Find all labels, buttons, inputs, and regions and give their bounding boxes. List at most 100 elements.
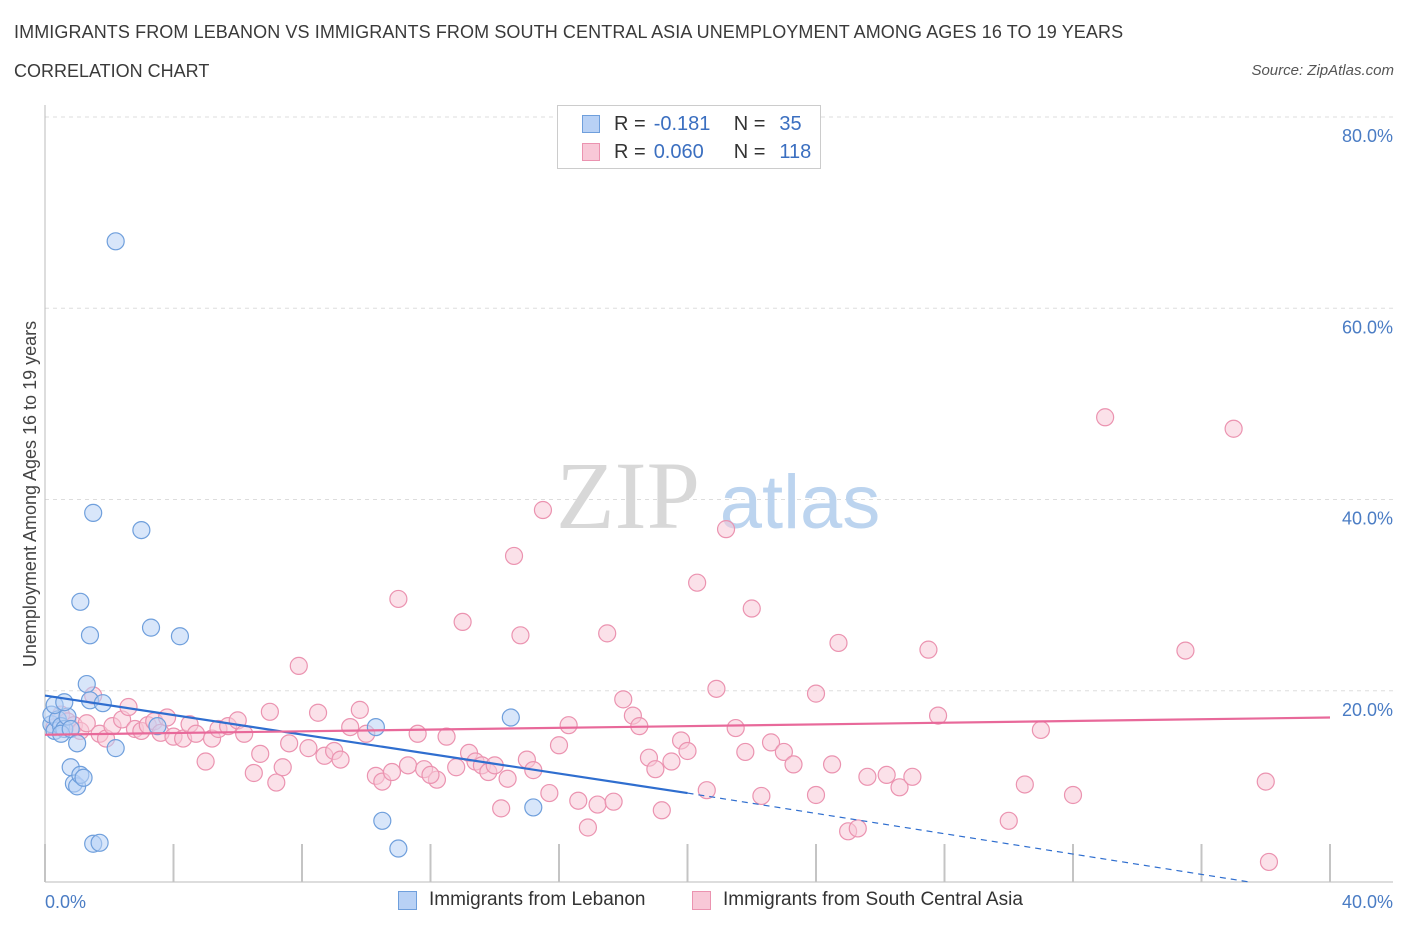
lebanon-point [366, 717, 385, 737]
lebanon-point [148, 717, 167, 736]
watermark-atlas: atlas [720, 460, 881, 545]
lebanon-point [68, 734, 87, 753]
y-tick-label: 40.0% [1342, 509, 1393, 529]
south-central-asia-point [822, 755, 842, 774]
south-central-asia-point [848, 819, 867, 838]
legend-item-lebanon[interactable]: Immigrants from Lebanon [398, 889, 646, 911]
south-central-asia-point [903, 767, 922, 786]
lebanon-point [141, 618, 161, 637]
lebanon-point [77, 674, 96, 694]
south-central-asia-point [196, 752, 215, 771]
legend-swatch-lebanon [398, 890, 417, 910]
south-central-asia-point [774, 742, 793, 762]
south-central-asia-point [736, 742, 755, 762]
south-central-asia-point [877, 765, 896, 785]
series-legend: Immigrants from Lebanon Immigrants from … [0, 889, 1406, 915]
lebanon-point [106, 739, 125, 758]
legend-row-lebanon: R = -0.181 N = 35 [582, 111, 802, 137]
south-central-asia-point [1096, 408, 1115, 427]
axes [44, 105, 1393, 883]
lebanon-point [132, 520, 151, 540]
source-label: Source: ZipAtlas.com [1251, 62, 1394, 79]
legend-label-south-central-asia: Immigrants from South Central Asia [723, 889, 1023, 910]
south-central-asia-point [890, 778, 909, 797]
lebanon-point [74, 768, 93, 787]
south-central-asia-point [614, 690, 633, 709]
south-central-asia-point [273, 758, 292, 777]
legend-n-label: N = [733, 140, 766, 163]
legend-r-value: -0.181 [653, 112, 711, 135]
south-central-asia-point [498, 769, 517, 788]
south-central-asia-point [752, 786, 771, 806]
south-central-asia-point [540, 783, 559, 803]
south-central-asia-point [260, 702, 279, 721]
y-tick-label: 80.0% [1342, 126, 1393, 146]
x-tick-label-max: 40.0% [1342, 892, 1393, 912]
legend-label-lebanon: Immigrants from Lebanon [429, 889, 646, 910]
legend-swatch-lebanon [582, 115, 600, 133]
south-central-asia-point [806, 785, 826, 805]
watermark-zip: ZIP [556, 442, 700, 549]
legend-n-value: 35 [779, 112, 802, 135]
lebanon-point [71, 592, 90, 611]
legend-item-south-central-asia[interactable]: Immigrants from South Central Asia [692, 889, 1023, 911]
south-central-asia-point [569, 791, 588, 810]
south-central-asia-point [662, 752, 681, 771]
tick-labels: 20.0% 40.0% 60.0% 80.0% 0.0% 40.0% [45, 126, 1393, 912]
south-central-asia-point [604, 792, 623, 811]
south-central-asia-point [999, 811, 1018, 830]
chart-title: IMMIGRANTS FROM LEBANON VS IMMIGRANTS FR… [14, 22, 1124, 42]
lebanon-point [84, 503, 103, 522]
south-central-asia-point [437, 727, 456, 746]
south-central-asia-point [646, 760, 665, 779]
legend-r-value: 0.060 [653, 140, 704, 163]
lebanon-point [106, 232, 125, 251]
lebanon-point [55, 693, 74, 712]
south-central-asia-point [398, 756, 418, 775]
south-central-asia-point [511, 626, 530, 645]
south-central-asia-point [235, 724, 254, 743]
south-central-asia-point [549, 736, 569, 755]
lebanon-point [90, 833, 109, 852]
south-central-asia-point [716, 520, 736, 539]
south-central-asia-point [492, 799, 511, 818]
south-central-asia-point [678, 741, 697, 761]
legend-n-value: 118 [779, 140, 812, 163]
south-central-asia-point [447, 758, 466, 777]
south-central-asia-point [806, 684, 826, 703]
legend-swatch-south-central-asia [692, 890, 711, 910]
south-central-asia-point [408, 724, 427, 743]
south-central-asia-point [280, 734, 299, 753]
south-central-asia-point [389, 589, 408, 609]
legend-n-label: N = [733, 112, 766, 135]
south-central-asia-point [688, 573, 707, 592]
south-central-asia-point [308, 703, 328, 722]
lebanon-point [524, 798, 543, 817]
trend-lines [44, 694, 1331, 883]
lebanon-point [170, 627, 190, 646]
south-central-asia-point [829, 633, 848, 653]
south-central-asia-point [761, 733, 781, 752]
lebanon-point [389, 839, 408, 858]
south-central-asia-point [726, 718, 745, 738]
legend-swatch-south-central-asia [582, 143, 600, 161]
south-central-asia-point [77, 714, 96, 733]
south-central-asia-point [1015, 775, 1034, 794]
south-central-asia-point [382, 762, 402, 782]
south-central-asia-point [707, 679, 726, 698]
south-central-asia-point [928, 706, 948, 725]
south-central-asia-point [1063, 785, 1083, 805]
south-central-asia-point [504, 546, 524, 566]
south-central-asia-point [919, 640, 938, 659]
y-axis-label: Unemployment Among Ages 16 to 19 years [20, 321, 40, 667]
south-central-asia-point [697, 781, 716, 800]
south-central-asia-point [350, 700, 369, 719]
x-tick-label-min: 0.0% [45, 892, 86, 912]
south-central-asia-point [251, 744, 270, 763]
grid-lines [45, 116, 1393, 692]
south-central-asia-point [289, 656, 308, 675]
south-central-asia-point [1259, 852, 1279, 872]
south-central-asia-point [299, 739, 318, 758]
south-central-asia-point [858, 767, 877, 786]
